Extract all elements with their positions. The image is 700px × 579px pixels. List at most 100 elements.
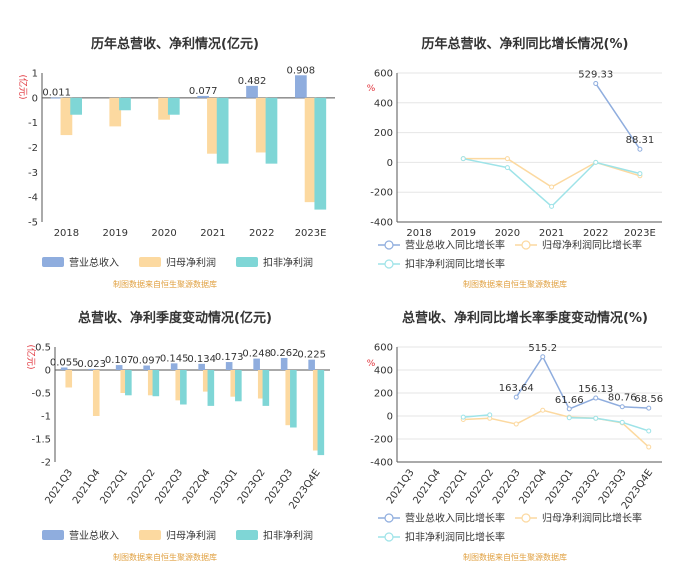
series-point [619,419,625,425]
data-label: 80.76 [608,393,637,404]
series-point [593,81,599,87]
legend-label: 营业总收入同比增长率 [405,512,505,525]
bar-营业总收入 [246,85,258,98]
bar-扣非净利润 [265,97,278,164]
legend-swatch [521,513,531,523]
y-tick-label: -400 [370,458,393,469]
data-label: 0.262 [270,348,299,359]
legend-swatch [384,240,394,250]
bar-归母净利润 [202,370,210,392]
series-point [549,203,555,209]
series-point [637,146,643,152]
data-label: 529.33 [578,70,613,81]
bar-扣非净利润 [290,370,297,428]
data-label: 163.64 [499,383,534,394]
bar-归母净利润 [158,97,170,120]
y-tick-label: -0.5 [31,389,51,400]
data-label: 0.055 [50,357,79,368]
legend-label: 扣非净利润 [263,256,313,269]
bar-营业总收入 [198,363,205,370]
series-point [646,405,652,411]
y-axis-unit-label: % [367,84,376,94]
series-line-归母净利润同比增长率 [463,157,641,188]
y-tick-label: -1 [41,412,51,423]
series-point [540,354,546,360]
y-tick-label: -1.5 [31,435,51,446]
series-point [566,406,572,412]
legend-swatch [42,530,64,540]
y-tick-label: 1 [32,69,38,80]
bar-扣非净利润 [216,97,229,164]
chart-legend: 营业总收入 归母净利润 扣非净利润 [42,256,313,269]
bar-扣非净利润 [235,370,242,402]
chart-panel-quarterly_amount: 总营收、净利季度变动情况(亿元)(亿元) 0.50-0.5-1-1.5-22021… [25,310,330,562]
chart-panel-annual_amount: 历年总营收、净利情况(亿元) (亿元)1 0 -1 -2 -3 -4 -5 2018 2019 20… [17,36,335,289]
series-line-营业总收入同比增长率 [595,83,641,150]
y-tick-label: 0.5 [35,343,51,354]
legend-label: 扣非净利润同比增长率 [405,531,505,544]
legend-label: 归母净利润同比增长率 [542,512,642,525]
y-tick-label: -5 [28,218,38,229]
legend-swatch [384,259,394,269]
series-line-扣非净利润同比增长率 [463,414,649,432]
legend-label: 营业总收入 [69,529,119,542]
legend-label: 扣非净利润 [263,529,313,542]
y-tick-label: -400 [370,218,393,229]
bar-归母净利润 [257,370,265,399]
chart-title: 历年总营收、净利情况(亿元) [91,36,259,52]
chart-legend: 营业总收入 归母净利润 扣非净利润 [42,529,313,542]
x-tick-label: 2023E [624,228,656,239]
legend-swatch [384,532,394,542]
y-tick-label: 600 [374,343,393,354]
data-label: 0.248 [242,349,271,360]
legend-swatch [139,530,161,540]
bar-归母净利润 [255,97,268,153]
data-label: 0.134 [187,354,216,365]
data-label: 0.011 [42,88,71,99]
y-tick-label: -2 [28,143,38,154]
series-point [513,421,519,427]
y-tick-label: 0 [387,158,393,169]
chart-panel-annual_growth: 历年总营收、净利同比增长情况(%)% 600 400 200 0 -200 -400 2018… [367,36,662,289]
x-tick-label: 2020 [151,228,176,239]
x-tick-label: 2021 [539,228,564,239]
series-point [619,404,625,410]
chart-panel-quarterly_growth: 总营收、净利同比增长率季度变动情况(%)%6004002000-200-4002… [367,310,663,562]
y-tick-label: 0 [45,366,51,377]
bar-归母净利润 [207,97,219,154]
x-tick-label: 2018 [54,228,79,239]
y-tick-label: 600 [374,69,393,80]
series-point [540,407,546,413]
data-label: 0.023 [77,359,106,370]
series-point [504,165,510,171]
legend-swatch [384,513,394,523]
bar-营业总收入 [115,365,123,370]
legend-label: 扣非净利润同比增长率 [405,258,505,271]
series-point [646,428,652,434]
legend-swatch [42,257,64,267]
source-note: 制图数据来自恒生聚源数据库 [113,552,217,562]
series-point [566,415,572,421]
x-tick-label: 2019 [103,228,128,239]
x-tick-label: 2022 [249,228,274,239]
bar-归母净利润 [230,370,238,397]
y-tick-label: 200 [374,389,393,400]
series-line-营业总收入同比增长率 [515,355,649,410]
bar-扣非净利润 [125,370,132,396]
x-tick-label: 2019 [451,228,476,239]
x-tick-label: 2023E [295,228,327,239]
data-label: 515.2 [528,343,557,354]
bar-归母净利润 [60,97,73,136]
series-point [593,415,599,421]
bar-扣非净利润 [152,370,160,397]
bar-归母净利润 [304,97,317,203]
bar-营业总收入 [253,358,260,370]
series-point [593,159,599,165]
series-point [460,156,466,162]
bar-营业总收入 [60,367,68,370]
series-point [460,414,466,420]
data-label: 88.31 [626,135,655,146]
